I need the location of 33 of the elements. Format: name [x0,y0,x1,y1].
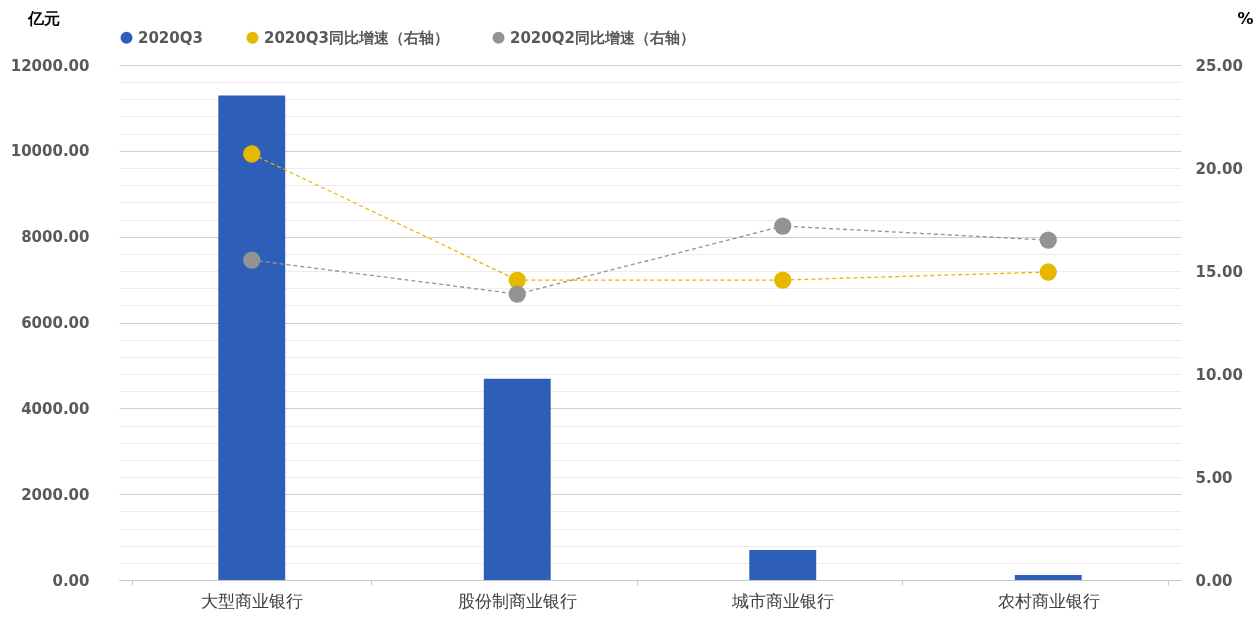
bar [483,378,551,580]
y2-tick-label: 5.00 [1195,468,1233,487]
point [1039,263,1057,281]
y2-tick-label: 0.00 [1195,571,1233,590]
bar [1014,575,1082,580]
y-tick-label: 8000.00 [21,228,90,247]
y-tick-label: 10000.00 [10,142,90,161]
point [508,285,526,303]
legend-label: 2020Q3 [138,28,203,47]
y-tick-label: 2000.00 [21,485,90,504]
x-tick-label: 股份制商业银行 [458,590,578,611]
legend-label: 2020Q2同比增速（右轴） [510,28,695,47]
point [243,251,261,269]
y-axis-title: 亿元 [26,8,60,28]
bar [218,95,286,580]
x-tick-label: 城市商业银行 [731,590,835,611]
y-tick-label: 4000.00 [21,399,90,418]
point [774,271,792,289]
y2-tick-label: 20.00 [1195,159,1243,178]
legend-label: 2020Q3同比增速（右轴） [264,28,449,47]
y-tick-label: 12000.00 [10,56,90,75]
y2-tick-label: 10.00 [1195,365,1243,384]
y2-tick-label: 15.00 [1195,262,1243,281]
point [1039,231,1057,249]
y2-axis-title: % [1237,8,1254,28]
x-tick-label: 大型商业银行 [201,590,304,611]
bar [749,549,817,580]
y2-tick-label: 25.00 [1195,56,1243,75]
point [243,145,261,163]
x-tick-label: 农村商业银行 [997,590,1100,611]
y-tick-label: 0.00 [52,571,90,590]
point [774,217,792,235]
y-tick-label: 6000.00 [21,314,90,332]
